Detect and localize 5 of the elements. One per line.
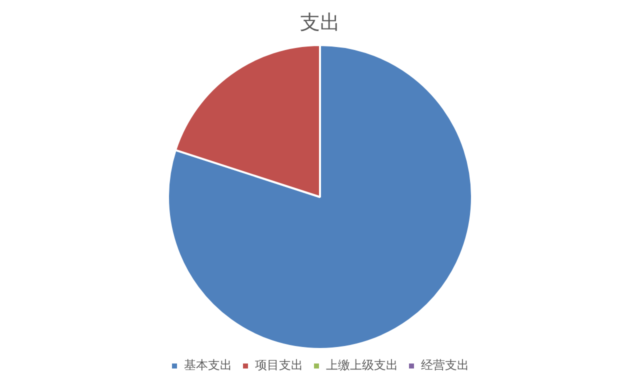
legend-label: 经营支出	[421, 358, 469, 372]
legend-label: 基本支出	[184, 358, 232, 372]
legend-label: 项目支出	[255, 358, 303, 372]
legend-label: 上缴上级支出	[326, 358, 398, 372]
chart-title: 支出	[300, 10, 340, 34]
